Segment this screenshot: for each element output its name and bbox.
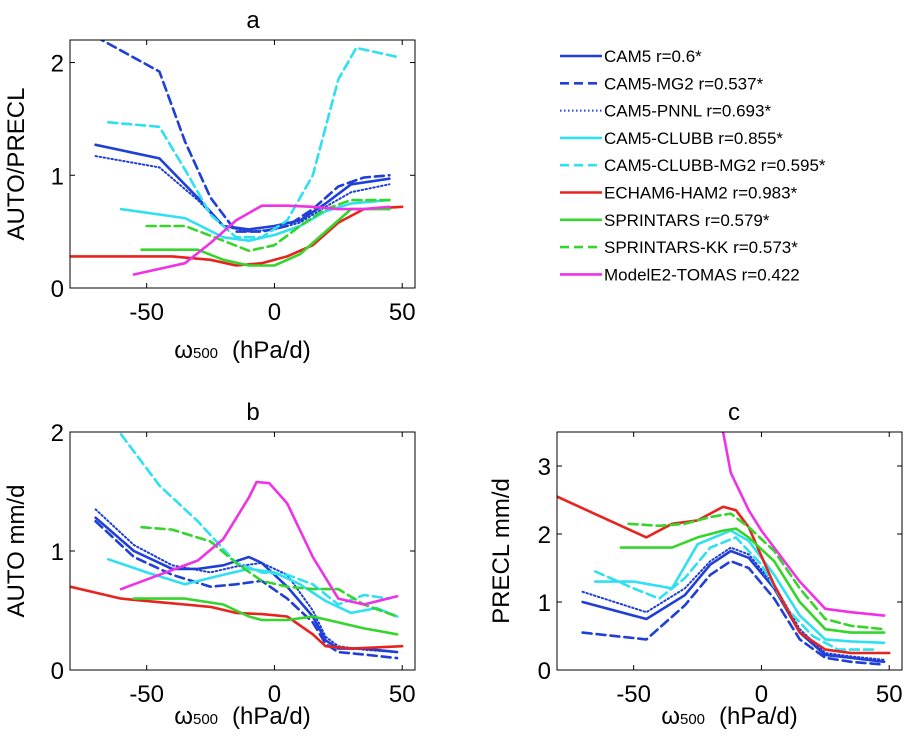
series-line: [119, 433, 391, 606]
legend: CAM5 r=0.6* CAM5-MG2 r=0.537* CAM5-PNNL r=…: [560, 47, 826, 284]
x-axis-label: ω500 (hPa/d): [661, 703, 797, 730]
series-line: [107, 46, 399, 239]
x-tick-label: 50: [876, 681, 903, 708]
y-tick-label: 1: [51, 539, 64, 566]
x-tick-label: 50: [389, 681, 416, 708]
series-line: [140, 525, 399, 618]
plot-frame: [69, 431, 416, 671]
x-tick-label: -50: [616, 681, 651, 708]
x-axis-subscript: 500: [680, 711, 705, 728]
series-line: [593, 529, 886, 645]
y-tick-label: 3: [538, 454, 551, 481]
legend-label: CAM5-CLUBB r=0.855*: [604, 129, 783, 148]
legend-label: SPRINTARS r=0.579*: [604, 211, 770, 230]
series-line: [94, 516, 399, 654]
legend-label: SPRINTARS-KK r=0.573*: [604, 238, 798, 257]
plot-frame: [556, 431, 903, 671]
panel-title: a: [246, 7, 260, 34]
series-line: [140, 207, 391, 267]
y-axis-label: AUTO/PRECL: [3, 88, 30, 241]
y-tick-label: 2: [51, 51, 64, 78]
series-line: [94, 519, 399, 660]
x-tick-label: 0: [268, 681, 281, 708]
series-line: [627, 512, 886, 631]
series-line: [132, 597, 399, 636]
y-axis-label: AUTO mm/d: [3, 485, 30, 618]
x-tick-label: -50: [129, 681, 164, 708]
series-line: [119, 198, 391, 242]
series-group: [70, 433, 404, 660]
legend-label: ECHAM6-HAM2 r=0.983*: [604, 184, 798, 203]
series-group: [70, 40, 404, 276]
y-tick-label: 0: [51, 276, 64, 303]
x-axis-unit: (hPa/d): [232, 703, 311, 730]
x-axis-unit: (hPa/d): [719, 703, 798, 730]
y-tick-label: 1: [538, 590, 551, 617]
x-axis-unit: (hPa/d): [232, 337, 311, 364]
series-line: [94, 143, 391, 231]
panel-title: c: [728, 399, 740, 426]
y-tick-label: 2: [51, 420, 64, 447]
y-tick-label: 0: [538, 658, 551, 685]
series-line: [70, 205, 404, 267]
x-tick-label: 50: [389, 299, 416, 326]
x-tick-label: -50: [129, 299, 164, 326]
series-line: [94, 155, 391, 233]
series-line: [119, 480, 399, 606]
legend-label: CAM5-CLUBB-MG2 r=0.595*: [604, 156, 826, 175]
legend-label: CAM5-PNNL r=0.693*: [604, 102, 771, 121]
plot-frame: [69, 39, 416, 289]
legend-label: ModelE2-TOMAS r=0.422: [604, 265, 800, 284]
x-tick-label: 0: [755, 681, 768, 708]
x-axis-subscript: 500: [193, 345, 218, 362]
x-axis-symbol: ω: [174, 337, 193, 364]
legend-label: CAM5 r=0.6*: [604, 47, 702, 66]
series-group: [557, 432, 891, 666]
series-line: [581, 549, 886, 664]
y-tick-label: 2: [538, 522, 551, 549]
legend-label: CAM5-MG2 r=0.537*: [604, 74, 764, 93]
y-tick-label: 1: [51, 163, 64, 190]
x-axis-label: ω500 (hPa/d): [174, 703, 310, 730]
y-axis-label: PRECL mm/d: [488, 478, 515, 624]
series-line: [132, 204, 391, 276]
panel-title: b: [246, 399, 259, 426]
series-line: [70, 585, 404, 650]
series-line: [581, 546, 886, 661]
series-line: [619, 527, 886, 634]
series-line: [557, 495, 891, 655]
series-line: [593, 536, 878, 651]
x-axis-label: ω500 (hPa/d): [174, 337, 310, 364]
series-line: [99, 40, 391, 233]
y-tick-label: 0: [51, 658, 64, 685]
x-tick-label: 0: [268, 299, 281, 326]
series-line: [721, 432, 886, 617]
series-line: [581, 559, 886, 666]
x-axis-subscript: 500: [193, 711, 218, 728]
x-axis-symbol: ω: [174, 703, 193, 730]
series-line: [145, 198, 391, 253]
x-axis-symbol: ω: [661, 703, 680, 730]
